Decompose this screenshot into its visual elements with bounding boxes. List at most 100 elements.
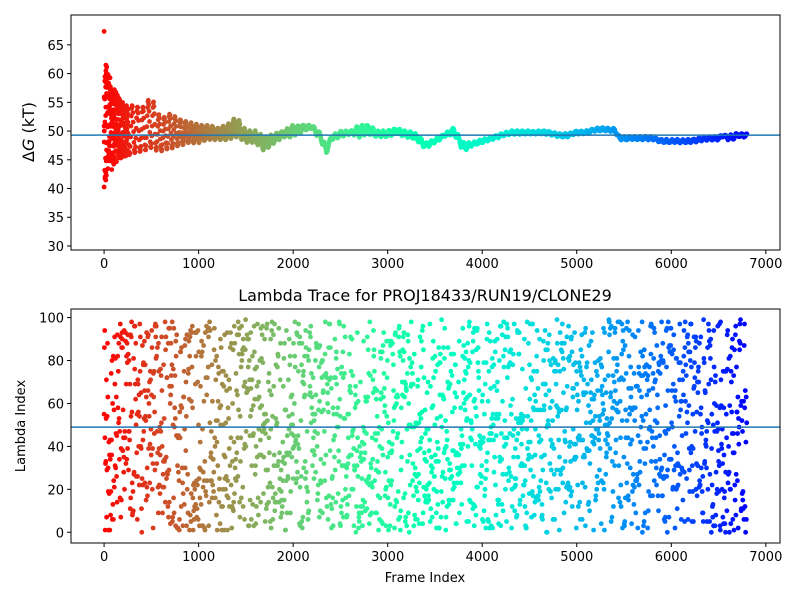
lambda-point — [368, 461, 374, 466]
lambda-point — [368, 465, 374, 471]
lambda-point — [504, 435, 510, 441]
delta-g-point — [147, 119, 152, 124]
lambda-point — [135, 381, 141, 387]
lambda-point — [541, 358, 547, 363]
lambda-point — [145, 493, 150, 499]
lambda-point — [453, 362, 458, 368]
lambda-point — [286, 413, 292, 419]
lambda-point — [651, 478, 657, 484]
lambda-point — [614, 356, 620, 361]
delta-g-point — [103, 170, 109, 176]
lambda-x-axis-label: Frame Index — [385, 571, 466, 586]
lambda-point — [685, 517, 691, 522]
lambda-point — [699, 431, 704, 436]
lambda-point — [142, 362, 148, 368]
lambda-point — [657, 456, 663, 462]
lambda-point — [533, 398, 539, 404]
lambda-point — [582, 484, 588, 490]
lambda-point — [729, 379, 734, 385]
delta-g-point — [125, 119, 131, 125]
lambda-point — [499, 431, 504, 436]
lambda-point — [704, 465, 709, 471]
lambda-point — [552, 358, 558, 363]
lambda-point — [629, 437, 635, 443]
lambda-point — [450, 497, 456, 503]
lambda-point — [521, 482, 527, 488]
lambda-point — [265, 484, 271, 490]
lambda-point — [695, 463, 701, 469]
lambda-point — [300, 373, 306, 378]
lambda-point — [483, 476, 488, 481]
lambda-point — [316, 514, 322, 520]
lambda-point — [275, 463, 280, 469]
lambda-point — [516, 330, 522, 335]
lambda-point — [399, 454, 404, 460]
lambda-point — [380, 452, 386, 458]
lambda-point — [502, 418, 508, 423]
lambda-point — [539, 512, 545, 518]
lambda-point — [601, 486, 607, 492]
g-variable: G — [19, 139, 38, 151]
lambda-point — [279, 504, 285, 509]
lambda-point — [312, 452, 317, 458]
lambda-point — [432, 353, 438, 359]
lambda-point — [266, 499, 271, 505]
lambda-point — [385, 420, 391, 426]
lambda-point — [302, 392, 308, 398]
lambda-point — [212, 325, 217, 331]
lambda-point — [189, 330, 195, 335]
lambda-point — [185, 471, 191, 477]
lambda-point — [167, 325, 173, 331]
lambda-point — [683, 362, 689, 368]
lambda-point — [197, 439, 203, 445]
lambda-point — [488, 386, 493, 391]
lambda-point — [158, 366, 163, 372]
lambda-point — [134, 517, 140, 522]
delta-g-point — [194, 125, 200, 131]
lambda-point — [284, 433, 290, 439]
lambda-point — [149, 486, 155, 492]
lambda-point — [122, 435, 128, 441]
lambda-point — [177, 409, 183, 415]
lambda-point — [254, 383, 260, 389]
lambda-point — [606, 349, 611, 355]
lambda-point — [142, 480, 148, 486]
lambda-point — [487, 338, 493, 344]
lambda-point — [372, 478, 377, 484]
lambda-point — [330, 474, 335, 479]
lambda-point — [256, 394, 262, 400]
lambda-point — [291, 340, 296, 346]
lambda-point — [743, 529, 748, 535]
lambda-point — [505, 375, 510, 381]
lambda-point — [139, 476, 145, 481]
lambda-point — [577, 364, 583, 370]
lambda-point — [250, 353, 255, 359]
delta-g-point — [146, 102, 152, 107]
lambda-point — [111, 484, 117, 490]
lambda-point — [110, 502, 116, 507]
lambda-point — [495, 502, 501, 507]
lambda-point — [246, 336, 252, 342]
lambda-point — [132, 366, 138, 372]
lambda-point — [305, 517, 311, 522]
lambda-point — [671, 347, 676, 353]
lambda-point — [228, 482, 234, 488]
lambda-point — [546, 388, 552, 393]
lambda-point — [551, 471, 557, 477]
lambda-point — [315, 497, 320, 503]
lambda-point — [120, 448, 126, 454]
lambda-point — [602, 527, 607, 533]
lambda-point — [476, 368, 481, 374]
lambda-point — [731, 450, 737, 456]
lambda-point — [428, 506, 434, 512]
lambda-y-tick-label: 20 — [47, 483, 64, 498]
lambda-point — [167, 401, 173, 406]
lambda-point — [232, 465, 238, 471]
lambda-point — [342, 371, 347, 376]
lambda-point — [533, 426, 538, 432]
lambda-point — [286, 377, 291, 383]
lambda-point — [713, 469, 719, 475]
lambda-point — [291, 433, 297, 439]
lambda-point — [583, 420, 589, 426]
lambda-point — [465, 444, 471, 449]
